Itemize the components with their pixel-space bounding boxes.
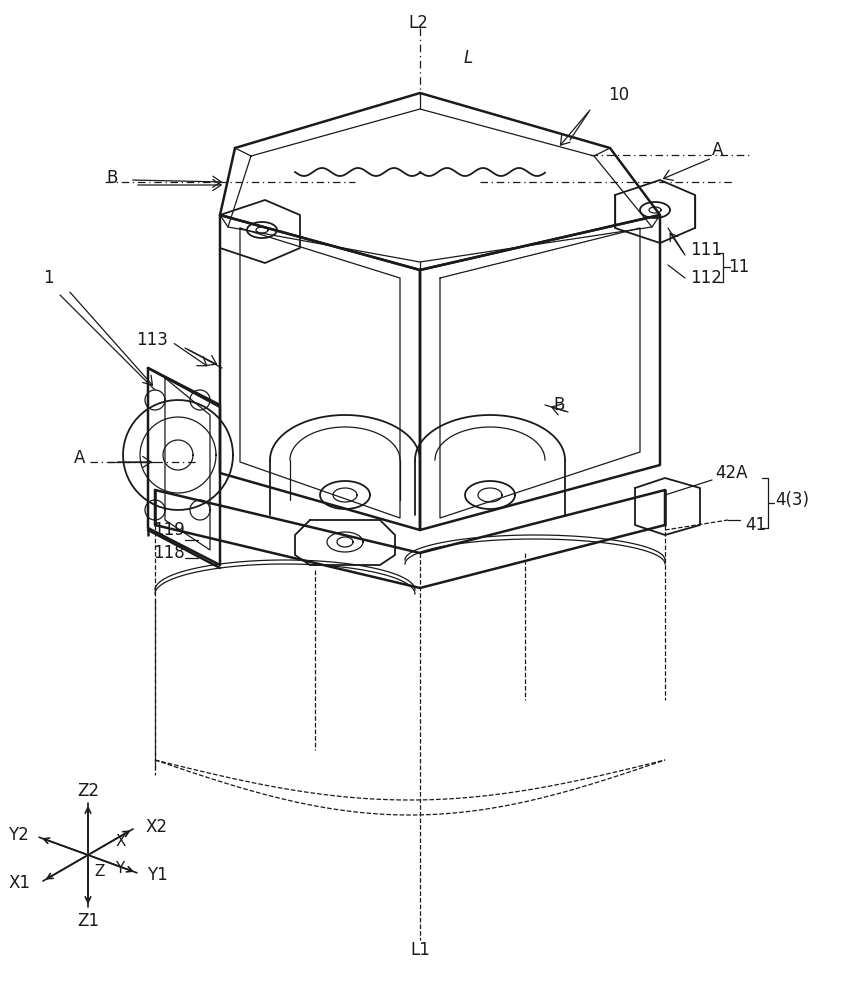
Text: L: L: [463, 49, 473, 67]
Text: X2: X2: [145, 818, 167, 836]
Text: B: B: [553, 396, 565, 414]
Text: B: B: [106, 169, 118, 187]
Text: Z1: Z1: [77, 912, 99, 930]
Text: L2: L2: [408, 14, 428, 32]
Text: 42A: 42A: [715, 464, 747, 482]
Text: 4(3): 4(3): [775, 491, 809, 509]
Text: 11: 11: [728, 258, 749, 276]
Text: Y2: Y2: [8, 826, 29, 844]
Text: 41: 41: [745, 516, 766, 534]
Text: A: A: [74, 449, 85, 467]
Text: 118: 118: [153, 544, 185, 562]
Text: 10: 10: [608, 86, 629, 104]
Text: Z2: Z2: [77, 782, 99, 800]
Text: A: A: [712, 141, 723, 159]
Text: Z: Z: [94, 863, 105, 879]
Text: 1: 1: [42, 269, 54, 287]
Text: X1: X1: [9, 874, 31, 892]
Text: 113: 113: [136, 331, 168, 349]
Text: Y1: Y1: [147, 866, 167, 884]
Text: 119: 119: [153, 521, 185, 539]
Text: 111: 111: [690, 241, 722, 259]
Text: Y: Y: [116, 861, 125, 876]
Text: L1: L1: [410, 941, 430, 959]
Text: 112: 112: [690, 269, 722, 287]
Text: X: X: [116, 834, 126, 849]
